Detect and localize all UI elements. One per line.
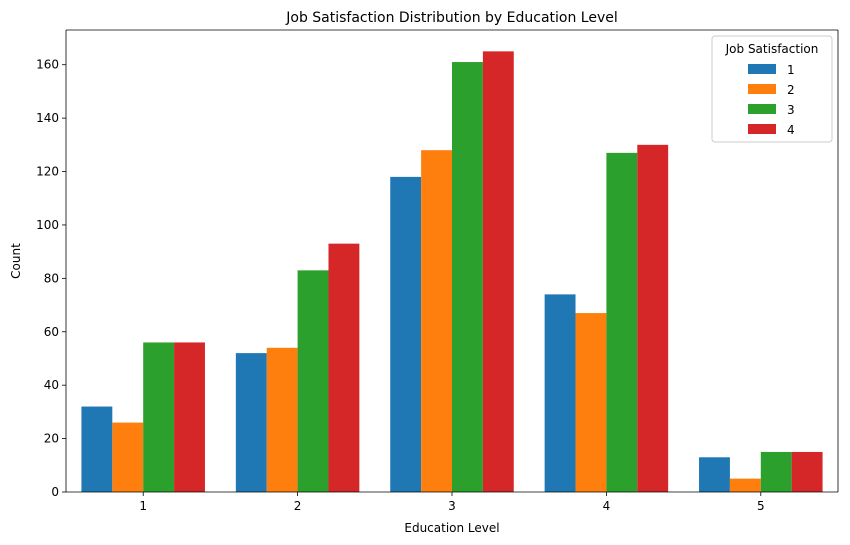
legend-swatch-1 [748, 64, 776, 74]
bar-edu-2-sat-2 [266, 347, 298, 492]
bar-edu-5-sat-1 [699, 457, 730, 492]
x-tick-label: 3 [448, 499, 456, 513]
legend-swatch-3 [748, 104, 776, 114]
y-tick-label: 60 [44, 325, 59, 339]
legend-label-4: 4 [787, 123, 795, 137]
legend: Job Satisfaction 1 2 3 4 [711, 35, 833, 143]
legend-swatch-2 [748, 84, 776, 94]
bars-layer [81, 51, 823, 493]
bar-edu-4-sat-2 [575, 313, 607, 492]
bar-edu-4-sat-1 [544, 294, 576, 492]
y-tick-label: 40 [44, 378, 59, 392]
y-tick-label: 140 [36, 111, 59, 125]
bar-edu-1-sat-2 [112, 422, 144, 492]
bar-edu-3-sat-3 [452, 62, 483, 493]
bar-edu-4-sat-4 [637, 144, 669, 492]
x-tick-label: 4 [603, 499, 611, 513]
y-tick-label: 80 [44, 271, 59, 285]
bar-edu-3-sat-1 [390, 176, 422, 493]
bar-edu-3-sat-4 [482, 51, 514, 492]
bar-edu-5-sat-4 [791, 451, 823, 492]
legend-label-3: 3 [787, 103, 795, 117]
chart-title: Job Satisfaction Distribution by Educati… [285, 10, 618, 26]
x-tick-label: 5 [757, 499, 765, 513]
bar-edu-5-sat-2 [729, 478, 761, 492]
x-axis-label: Education Level [404, 521, 499, 535]
y-tick-label: 160 [36, 58, 59, 72]
bar-edu-2-sat-1 [235, 353, 267, 492]
legend-swatch-4 [748, 124, 776, 134]
bar-edu-1-sat-3 [143, 342, 175, 492]
y-axis-label: Count [9, 243, 23, 279]
x-tick-label: 2 [294, 499, 302, 513]
bar-edu-1-sat-1 [81, 406, 113, 492]
y-tick-label: 0 [51, 485, 59, 499]
bar-edu-3-sat-2 [421, 150, 452, 493]
bar-edu-4-sat-3 [606, 152, 638, 492]
bar-edu-1-sat-4 [174, 342, 205, 492]
y-tick-label: 100 [36, 218, 59, 232]
y-tick-label: 20 [44, 432, 59, 446]
y-tick-label: 120 [36, 165, 59, 179]
bar-edu-2-sat-3 [297, 270, 329, 492]
bar-edu-2-sat-4 [328, 243, 360, 492]
legend-title: Job Satisfaction [725, 42, 819, 56]
x-tick-label: 1 [139, 499, 147, 513]
axes-layer: 0 20 40 60 80 100 120 140 160 1 2 3 4 5 [36, 29, 839, 513]
legend-label-2: 2 [787, 83, 795, 97]
bar-edu-5-sat-3 [760, 451, 792, 492]
legend-label-1: 1 [787, 63, 795, 77]
